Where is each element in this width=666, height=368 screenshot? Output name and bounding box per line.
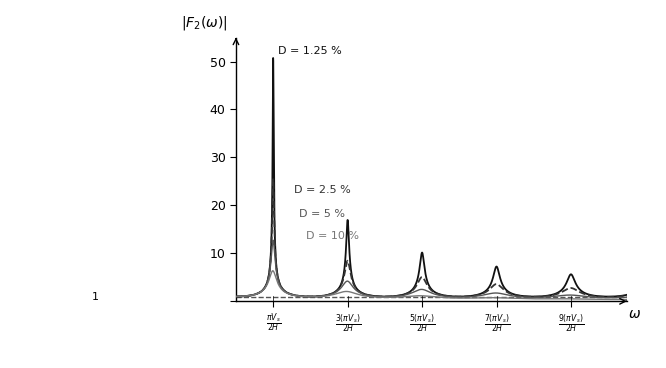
X-axis label: $\omega$: $\omega$ — [628, 307, 641, 321]
Y-axis label: $|F_2(\omega)|$: $|F_2(\omega)|$ — [181, 14, 228, 32]
Text: D = 1.25 %: D = 1.25 % — [278, 46, 342, 56]
Text: D = 5 %: D = 5 % — [299, 209, 345, 219]
Text: D = 10 %: D = 10 % — [306, 231, 359, 241]
Text: D = 2.5 %: D = 2.5 % — [294, 185, 350, 195]
Text: 1: 1 — [92, 291, 99, 301]
